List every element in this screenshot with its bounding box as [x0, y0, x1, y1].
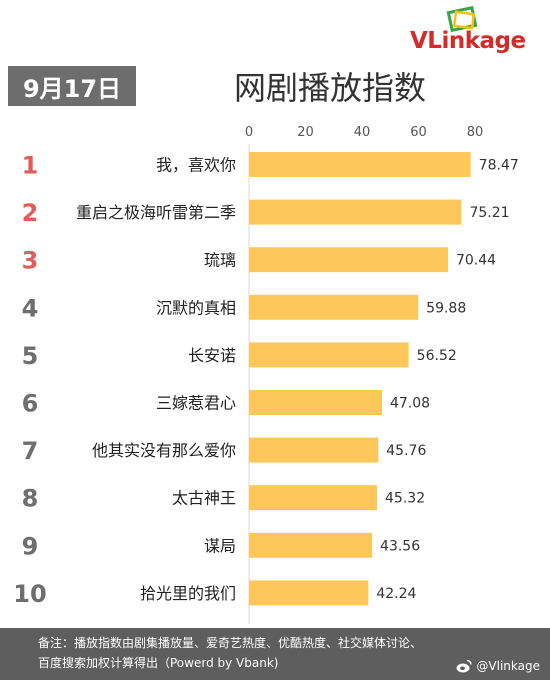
x-tick-label: 0 — [245, 125, 253, 140]
rank-number: 6 — [22, 390, 39, 418]
chart-title: 网剧播放指数 — [233, 69, 426, 107]
bar — [249, 580, 369, 606]
rank-number: 2 — [22, 199, 39, 227]
x-tick-label: 40 — [354, 125, 371, 140]
value-label: 59.88 — [426, 300, 466, 316]
logo-wordmark: VLinkage — [410, 28, 526, 54]
bar — [249, 247, 448, 273]
value-label: 43.56 — [380, 538, 420, 554]
bar-chart: 0 20 40 60 80 1 我，喜欢你 78.47 2 重启之极海听雷第二季 75.21 3 琉璃 7… — [13, 125, 519, 624]
bar — [249, 294, 419, 320]
rank-number: 1 — [22, 152, 39, 180]
logo-prefix: VL — [410, 28, 442, 54]
value-label: 45.32 — [385, 491, 425, 507]
value-label: 42.24 — [376, 586, 416, 602]
value-label: 75.21 — [469, 205, 509, 221]
value-label: 70.44 — [456, 253, 496, 269]
category-label: 他其实没有那么爱你 — [92, 441, 236, 460]
rank-number: 10 — [13, 580, 46, 608]
rank-number: 8 — [22, 485, 39, 513]
rank-number: 9 — [22, 532, 39, 560]
category-label: 我，喜欢你 — [156, 156, 236, 175]
footer-note-line1: 备注：播放指数由剧集播放量、爱奇艺热度、优酷热度、社交媒体讨论、 — [38, 636, 423, 650]
weibo-credit: @Vlinkage — [456, 656, 540, 676]
bar — [249, 485, 378, 511]
value-label: 47.08 — [390, 396, 430, 412]
rank-number: 5 — [22, 342, 39, 370]
bar — [249, 390, 383, 415]
x-tick-label: 80 — [467, 125, 484, 140]
date-badge: 9月17日 — [8, 66, 136, 106]
x-tick-label: 20 — [297, 125, 314, 140]
rank-number: 4 — [22, 294, 39, 322]
footer-note-line2: 百度搜索加权计算得出（Powerd by Vbank) — [38, 656, 279, 670]
bar — [249, 199, 462, 225]
category-label: 沉默的真相 — [156, 298, 236, 317]
weibo-handle: @Vlinkage — [476, 659, 540, 673]
logo-frame-icon — [446, 6, 478, 33]
category-label: 琉璃 — [204, 251, 236, 270]
category-label: 长安诺 — [188, 346, 236, 365]
category-label: 重启之极海听雷第二季 — [76, 203, 236, 222]
logo-rest: inkage — [441, 28, 526, 54]
bar — [249, 152, 471, 177]
category-label: 太古神王 — [172, 489, 236, 508]
footer-note: 备注：播放指数由剧集播放量、爱奇艺热度、优酷热度、社交媒体讨论、 百度搜索加权计… — [0, 628, 550, 680]
value-label: 45.76 — [386, 443, 426, 459]
x-tick-label: 60 — [410, 125, 427, 140]
value-label: 78.47 — [479, 158, 519, 174]
rank-number: 7 — [22, 437, 39, 465]
category-label: 拾光里的我们 — [140, 584, 236, 603]
category-label: 谋局 — [204, 536, 236, 555]
weibo-icon — [456, 659, 473, 673]
bar — [249, 342, 409, 368]
rank-number: 3 — [22, 247, 39, 275]
category-label: 三嫁惹君心 — [156, 394, 236, 413]
vlinkage-logo: VLinkage — [404, 6, 544, 54]
value-label: 56.52 — [417, 348, 457, 364]
bar — [249, 437, 379, 463]
bar — [249, 532, 373, 558]
